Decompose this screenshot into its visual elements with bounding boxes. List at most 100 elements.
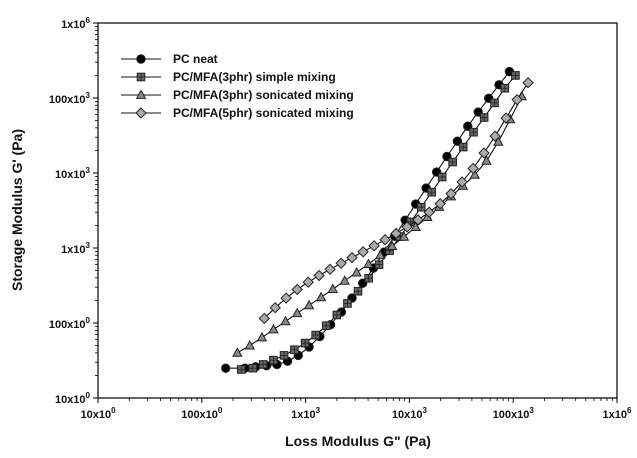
data-point — [374, 260, 384, 269]
series-line — [237, 96, 523, 354]
data-point — [315, 291, 327, 302]
y-tick-label: 1x103 — [61, 241, 90, 256]
legend-label: PC/MFA(5phr) sonicated mixing — [173, 106, 354, 120]
data-point — [493, 136, 504, 146]
data-point — [353, 286, 363, 296]
legend-marker — [136, 54, 146, 64]
data-point — [469, 127, 478, 137]
data-point — [458, 142, 468, 152]
data-point — [291, 307, 303, 318]
data-point — [258, 360, 268, 369]
legend-item: PC/MFA(3phr) simple mixing — [121, 70, 336, 84]
data-point — [244, 339, 256, 350]
data-point — [300, 338, 310, 348]
data-point — [343, 299, 352, 308]
data-point — [479, 113, 489, 122]
data-point — [437, 172, 447, 182]
data-point — [522, 76, 534, 89]
data-point — [511, 71, 520, 80]
y-axis-title: Storage Modulus G' (Pa) — [9, 129, 25, 291]
legend-label: PC neat — [173, 52, 218, 66]
data-point — [434, 197, 446, 210]
data-point — [410, 221, 421, 231]
data-point — [398, 231, 410, 241]
data-point — [335, 257, 347, 270]
plot-frame — [97, 22, 618, 399]
data-point — [291, 283, 303, 296]
x-axis-title: Loss Modulus G" (Pa) — [285, 433, 431, 449]
x-tick-label: 100x100 — [181, 406, 223, 421]
series-4 — [258, 76, 534, 325]
data-point — [390, 227, 402, 240]
data-point — [269, 355, 278, 365]
data-point — [500, 83, 510, 93]
data-point — [448, 157, 457, 167]
data-point — [456, 176, 468, 188]
data-point — [511, 93, 523, 106]
data-point — [346, 251, 358, 264]
legend-item: PC/MFA(3phr) sonicated mixing — [121, 88, 354, 102]
data-point — [368, 240, 380, 252]
data-point — [364, 273, 373, 283]
data-point — [327, 283, 339, 294]
legend-marker — [135, 107, 147, 119]
data-point — [258, 312, 271, 325]
data-point — [401, 221, 413, 233]
data-point — [324, 263, 336, 276]
x-tick-label: 10x103 — [392, 406, 428, 421]
data-point — [248, 363, 258, 373]
y-tick-label: 100x100 — [49, 316, 91, 331]
data-point — [279, 351, 289, 360]
x-tick-label: 1x103 — [291, 406, 320, 421]
series-layer — [221, 66, 534, 374]
legend-marker — [136, 72, 146, 82]
data-point — [467, 162, 479, 175]
legend-label: PC/MFA(3phr) sonicated mixing — [173, 88, 354, 102]
data-point — [357, 246, 369, 258]
x-tick-label: 100x103 — [493, 406, 535, 421]
data-point — [268, 323, 279, 334]
data-point — [280, 292, 292, 304]
data-point — [236, 365, 246, 374]
y-tick-label: 1x106 — [61, 16, 90, 31]
data-point — [313, 269, 325, 282]
data-point — [469, 169, 480, 179]
data-point — [427, 187, 437, 197]
series-2 — [236, 71, 520, 374]
legend-label: PC/MFA(3phr) simple mixing — [173, 70, 336, 84]
ticks: 10x100 100x100 1x103 10x103 100x103 1x106 10x1… — [49, 16, 632, 421]
legend-item: PC/MFA(5phr) sonicated mixing — [121, 106, 354, 120]
data-point — [221, 363, 231, 373]
y-tick-label: 10x103 — [55, 166, 91, 181]
data-point — [500, 112, 512, 124]
x-tick-label: 1x106 — [603, 406, 632, 421]
data-point — [332, 310, 342, 320]
x-tick-label: 10x100 — [80, 406, 116, 421]
data-point — [363, 258, 374, 269]
data-point — [481, 155, 492, 165]
axes — [97, 22, 618, 399]
data-point — [339, 275, 350, 285]
series-3 — [232, 90, 528, 357]
legend: PC neat PC/MFA(3phr) simple mixing PC/MFA(… — [121, 52, 354, 120]
legend-item: PC neat — [121, 52, 218, 66]
data-point — [280, 315, 291, 326]
data-point — [303, 299, 315, 310]
data-point — [232, 347, 243, 357]
data-point — [269, 301, 281, 314]
data-point — [445, 187, 457, 200]
data-point — [375, 249, 386, 260]
data-point — [416, 202, 426, 212]
data-point — [386, 240, 398, 251]
data-point — [311, 330, 320, 340]
data-point — [321, 321, 331, 331]
data-point — [379, 233, 391, 246]
legend-marker — [135, 89, 147, 99]
data-point — [302, 276, 314, 288]
data-point — [423, 206, 435, 218]
data-point — [490, 98, 499, 108]
data-point — [256, 331, 268, 342]
data-point — [290, 345, 299, 355]
